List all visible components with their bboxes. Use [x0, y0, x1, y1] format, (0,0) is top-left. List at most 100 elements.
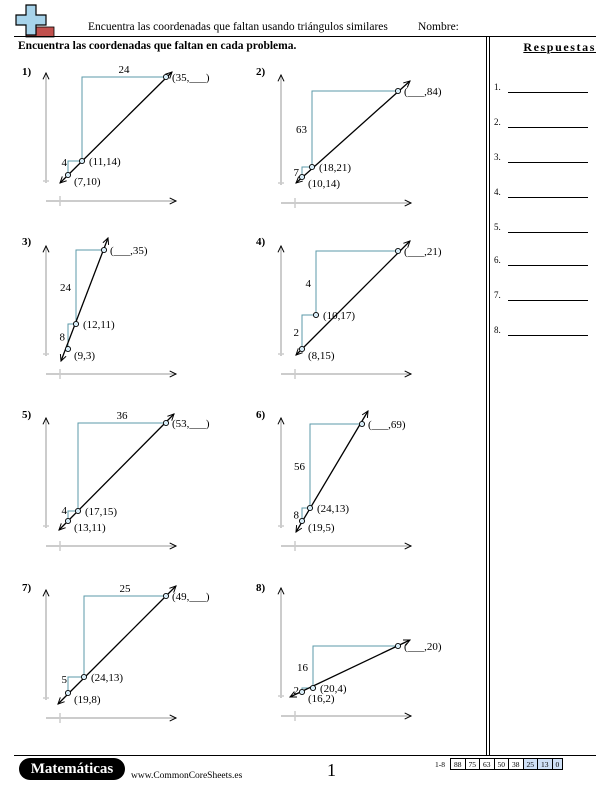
point-2-label: (11,14) [89, 156, 121, 168]
line-arrow-end-icon [361, 410, 369, 419]
line-segment [295, 80, 411, 184]
point-1 [64, 171, 72, 179]
line-segment [295, 410, 369, 533]
score-cell: 50 [493, 758, 509, 770]
point-1-label: (10,14) [308, 178, 340, 190]
point-1 [64, 517, 72, 525]
y-axis-arrow-icon [42, 244, 50, 253]
answer-number: 4. [494, 187, 501, 197]
problem-number: 3) [22, 236, 32, 248]
big-leg-label: 36 [117, 410, 129, 422]
answer-blank[interactable] [508, 127, 588, 128]
line-segment [295, 240, 411, 356]
coordinate-axes [277, 586, 413, 721]
answer-blank[interactable] [508, 335, 588, 336]
big-leg-label: 24 [60, 282, 72, 294]
answer-blank[interactable] [508, 197, 588, 198]
answer-blank[interactable] [508, 162, 588, 163]
point-1-label: (8,15) [308, 350, 335, 362]
point-2 [306, 504, 314, 512]
x-axis-arrow-icon [404, 370, 413, 378]
line-arrow-start-icon [288, 691, 298, 698]
problem-number: 7) [22, 582, 32, 594]
problem-number: 1) [22, 66, 32, 78]
problem-4: 2 4 (8,15) (10,17) (___,21) 4) [256, 236, 442, 379]
x-axis-arrow-icon [169, 370, 178, 378]
answer-row: 5. [494, 220, 594, 234]
brand-badge: Matemáticas [19, 758, 125, 780]
point-2 [74, 507, 82, 515]
answer-number: 6. [494, 255, 501, 265]
point-1-label: (19,8) [74, 694, 101, 706]
score-table: 1-8 88 75 63 50 38 25 13 0 [432, 758, 564, 770]
line-segment [57, 585, 177, 705]
point-1-label: (19,5) [308, 522, 335, 534]
small-triangle-legs [67, 510, 78, 521]
point-3 [162, 592, 170, 600]
line-arrow-end-icon [403, 80, 411, 88]
coordinate-axes [277, 73, 413, 208]
point-1 [64, 345, 72, 353]
small-leg-label: 4 [62, 505, 68, 517]
x-axis-arrow-icon [404, 542, 413, 550]
point-3-label: (35,___) [172, 72, 210, 84]
line-arrow-end-icon [169, 585, 177, 593]
answer-blank[interactable] [508, 300, 588, 301]
score-cell: 25 [522, 758, 538, 770]
big-leg-label: 24 [119, 64, 131, 76]
answer-number: 5. [494, 222, 501, 232]
point-1-label: (7,10) [74, 176, 101, 188]
point-3 [100, 246, 108, 254]
y-axis-arrow-icon [277, 73, 285, 82]
problem-3: 8 24 (9,3) (12,11) (___,35) 3) [22, 236, 178, 379]
big-triangle-legs [81, 76, 166, 161]
big-triangle-legs [309, 423, 362, 508]
small-triangle-legs [67, 160, 82, 175]
small-leg-label: 8 [60, 332, 66, 344]
answer-blank[interactable] [508, 265, 588, 266]
coordinate-axes [277, 244, 413, 379]
coordinate-axes [42, 244, 178, 379]
x-axis-arrow-icon [169, 197, 178, 205]
website-link[interactable]: www.CommonCoreSheets.es [131, 771, 243, 781]
small-leg-label: 8 [294, 510, 300, 522]
answer-row: 2. [494, 115, 594, 129]
point-2 [309, 684, 317, 692]
small-leg-label: 2 [294, 327, 300, 339]
problem-number: 8) [256, 582, 266, 594]
answer-row: 7. [494, 288, 594, 302]
y-axis-arrow-icon [277, 586, 285, 595]
point-3-label: (___,35) [110, 245, 148, 257]
point-1-label: (13,11) [74, 522, 106, 534]
line-arrow-start-icon [57, 697, 65, 705]
coordinate-axes [277, 416, 413, 551]
score-cell: 38 [508, 758, 524, 770]
instructions: Encuentra las coordenadas que faltan en … [18, 40, 297, 52]
answer-blank[interactable] [508, 232, 588, 233]
problem-number: 5) [22, 409, 32, 421]
point-2 [78, 157, 86, 165]
point-2 [72, 320, 80, 328]
line-arrow-start-icon [295, 348, 303, 356]
y-axis-arrow-icon [277, 416, 285, 425]
footer-divider [14, 755, 596, 756]
answer-blank[interactable] [508, 92, 588, 93]
x-axis-arrow-icon [404, 712, 413, 720]
problem-8: 2 16 (16,2)(20,4) (___,20) 8) [256, 582, 442, 721]
point-2-label: (18,21) [319, 162, 351, 174]
big-triangle-legs [77, 422, 166, 511]
answer-row: 6. [494, 253, 594, 267]
small-leg-label: 2 [294, 685, 300, 697]
point-3 [394, 642, 402, 650]
y-axis-arrow-icon [42, 588, 50, 597]
problem-number: 4) [256, 236, 266, 248]
point-2-label: (10,17) [323, 310, 355, 322]
point-2 [308, 163, 316, 171]
problem-number: 6) [256, 409, 266, 421]
point-3-label: (49,___) [172, 591, 210, 603]
answer-row: 8. [494, 323, 594, 337]
small-triangle-legs [67, 676, 84, 693]
problem-1: 4 24 (7,10) (11,14) (35,___) 1) [22, 64, 210, 206]
score-cell: 88 [450, 758, 466, 770]
big-triangle-legs [315, 250, 398, 315]
